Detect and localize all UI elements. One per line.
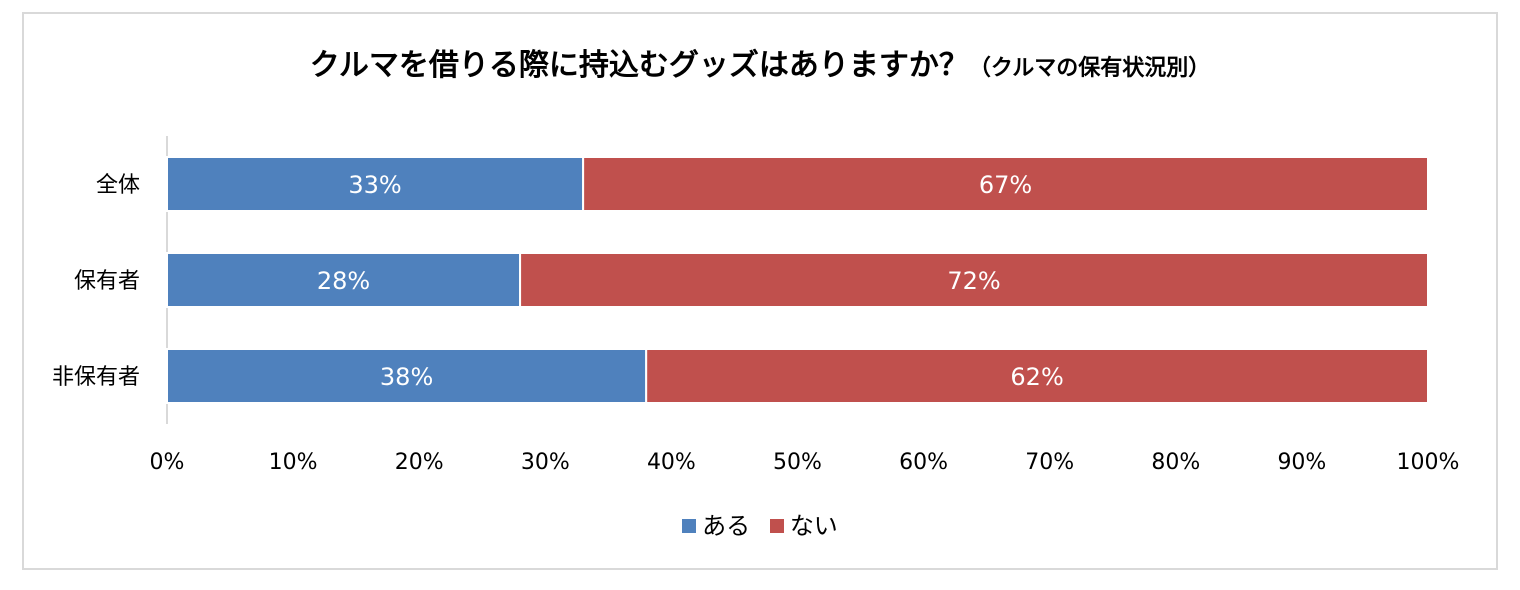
x-tick-label: 100% [1397,450,1460,475]
x-tick-label: 20% [395,450,444,475]
bar-segment [645,348,1429,404]
chart-title-block: クルマを借りる際に持込むグッズはありますか？（クルマの保有状況別） [0,40,1520,84]
data-label: 62% [1010,363,1063,391]
data-label: 33% [348,171,401,199]
x-tick-label: 70% [1025,450,1074,475]
legend-item-aru: ある [682,506,750,541]
category-label: 非保有者 [52,365,140,390]
x-tick-label: 80% [1151,450,1200,475]
data-label: 67% [979,171,1032,199]
x-tick-label: 40% [647,450,696,475]
data-label: 72% [947,267,1000,295]
category-label: 全体 [96,173,140,198]
x-tick-label: 30% [521,450,570,475]
legend-swatch-nai [769,519,784,533]
x-tick-label: 60% [899,450,948,475]
legend-label-nai: ない [789,512,838,540]
legend-item-nai: ない [769,506,838,541]
x-tick-label: 0% [150,450,185,475]
bar-segment [166,348,648,404]
bar-segment [582,156,1429,212]
x-tick-label: 10% [269,450,318,475]
data-label: 28% [317,267,370,295]
bar-segment [166,252,522,308]
chart-subtitle: （クルマの保有状況別） [968,56,1211,81]
bar-segment [166,156,585,212]
legend-label-aru: ある [702,512,751,540]
x-tick-label: 50% [773,450,822,475]
category-label: 保有者 [74,269,140,294]
data-label: 38% [380,363,433,391]
bar-segment [519,252,1429,308]
x-tick-label: 90% [1277,450,1326,475]
legend-swatch-aru [682,519,697,533]
legend: ある ない [0,506,1520,541]
chart-title: クルマを借りる際に持込むグッズはありますか？ [309,48,969,83]
